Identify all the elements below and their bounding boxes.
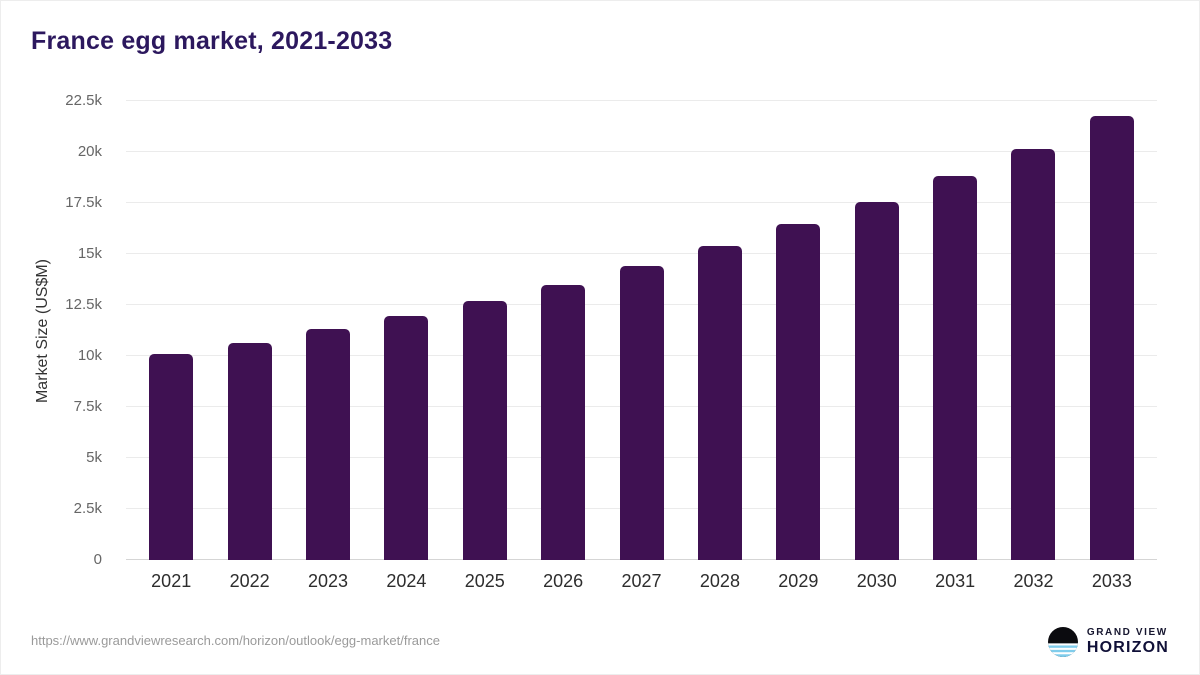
bar-2028 bbox=[697, 245, 742, 560]
bar-2022 bbox=[227, 342, 272, 560]
x-axis-tick-label: 2022 bbox=[229, 571, 270, 591]
horizon-logo-icon bbox=[1047, 627, 1078, 657]
x-axis-tick-label: 2024 bbox=[386, 571, 427, 591]
y-axis-tick-label: 12.5k bbox=[65, 296, 102, 313]
x-axis-tick-label: 2028 bbox=[699, 571, 740, 591]
x-axis-tick-label: 2031 bbox=[935, 571, 976, 591]
y-axis-tick-label: 0 bbox=[93, 551, 102, 568]
x-axis-tick-label: 2032 bbox=[1013, 571, 1054, 591]
x-axis-tick-label: 2026 bbox=[543, 571, 584, 591]
bar-series bbox=[126, 101, 1157, 560]
y-axis-tick-label: 10k bbox=[77, 347, 102, 365]
bar-2033 bbox=[1089, 116, 1134, 560]
bar-slot bbox=[524, 101, 602, 560]
bar-slot bbox=[132, 101, 210, 560]
y-axis-tick-label: 22.5k bbox=[65, 92, 102, 109]
source-url: https://www.grandviewresearch.com/horizo… bbox=[31, 633, 440, 648]
y-axis-tick-label: 7.5k bbox=[73, 398, 102, 416]
x-axis-tick-label: 2033 bbox=[1091, 571, 1132, 591]
x-axis-tick-label: 2029 bbox=[778, 571, 819, 591]
bar-slot bbox=[446, 101, 524, 560]
chart-title: France egg market, 2021-2033 bbox=[31, 27, 393, 55]
brand-logo: GRAND VIEW HORIZON bbox=[1047, 627, 1169, 657]
bar-slot bbox=[838, 101, 916, 560]
bar-slot bbox=[759, 101, 837, 560]
y-axis-tick-label: 2.5k bbox=[73, 500, 102, 518]
gridline bbox=[126, 151, 1157, 152]
gridline bbox=[126, 253, 1157, 255]
bar-slot bbox=[210, 101, 288, 560]
bar-slot bbox=[916, 101, 994, 560]
gridline bbox=[126, 100, 1157, 101]
bar-2026 bbox=[541, 284, 586, 560]
bar-2021 bbox=[149, 353, 194, 560]
bar-2025 bbox=[462, 300, 507, 560]
bar-slot bbox=[367, 101, 445, 560]
brand-name-top: GRAND VIEW bbox=[1086, 627, 1168, 638]
plot-area bbox=[126, 100, 1157, 560]
x-axis-tick-label: 2027 bbox=[621, 571, 662, 591]
bar-2023 bbox=[305, 329, 350, 560]
bar-slot bbox=[602, 101, 680, 560]
bar-slot bbox=[994, 101, 1072, 560]
bar-2024 bbox=[384, 316, 429, 560]
y-axis-tick-label: 17.5k bbox=[65, 194, 102, 211]
y-axis-tick-labels: 0 2.5k 5k 7.5k 10k 12.5k 15k 17.5k 20k 22.5k bbox=[1, 93, 114, 568]
x-axis-tick-label: 2030 bbox=[856, 571, 897, 591]
bar-2031 bbox=[933, 176, 978, 560]
y-axis-tick-label: 5k bbox=[86, 449, 102, 467]
bar-2029 bbox=[776, 224, 821, 560]
bar-2030 bbox=[854, 201, 899, 560]
brand-logo-text: GRAND VIEW HORIZON bbox=[1087, 627, 1169, 657]
x-axis-tick-label: 2021 bbox=[151, 571, 192, 591]
x-axis-tick-label: 2023 bbox=[307, 571, 348, 591]
x-axis-tick-labels: 2021 2022 2023 2024 2025 2026 2027 2028 2029 2030… bbox=[126, 571, 1157, 592]
y-axis-tick-label: 20k bbox=[77, 143, 102, 161]
brand-name-bottom: HORIZON bbox=[1086, 639, 1169, 656]
bar-2032 bbox=[1011, 148, 1056, 560]
bar-slot bbox=[289, 101, 367, 560]
bar-slot bbox=[681, 101, 759, 560]
gridline bbox=[126, 202, 1157, 203]
y-axis-tick-label: 15k bbox=[77, 245, 102, 263]
x-axis-tick-label: 2025 bbox=[464, 571, 505, 591]
bar-2027 bbox=[619, 266, 664, 560]
bar-slot bbox=[1073, 101, 1151, 560]
